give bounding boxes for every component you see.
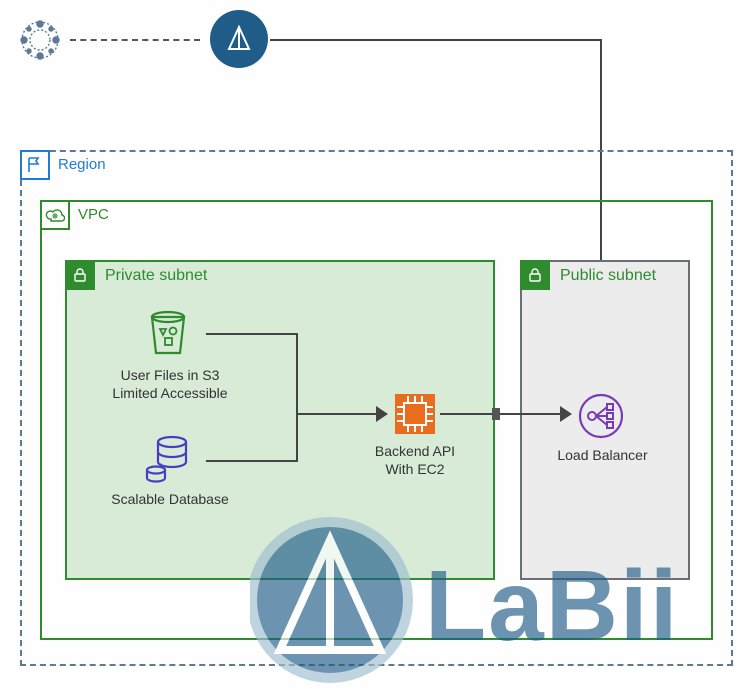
arrow-to-ec2 xyxy=(376,406,388,422)
ec2-label-line2: With EC2 xyxy=(360,460,470,478)
conn-ec2-lb xyxy=(440,413,560,415)
conn-join-v xyxy=(296,333,298,462)
connector-dash xyxy=(70,39,200,41)
conn-to-ec2 xyxy=(296,413,376,415)
s3-label-line1: User Files in S3 xyxy=(100,366,240,384)
private-subnet-label: Private subnet xyxy=(105,267,207,285)
connector-top-h xyxy=(270,39,602,41)
s3-bucket-icon xyxy=(140,305,196,361)
network-icon xyxy=(18,18,62,67)
ec2-node xyxy=(393,392,437,441)
ec2-label: Backend API With EC2 xyxy=(360,442,470,478)
public-subnet-label: Public subnet xyxy=(560,267,656,285)
region-label: Region xyxy=(58,156,106,173)
db-node xyxy=(140,430,196,491)
lb-label: Load Balancer xyxy=(550,446,655,464)
database-icon xyxy=(140,430,196,486)
s3-label: User Files in S3 Limited Accessible xyxy=(100,366,240,402)
public-lock-icon xyxy=(520,260,550,290)
private-lock-icon xyxy=(65,260,95,290)
lb-node xyxy=(577,392,625,445)
region-flag-icon xyxy=(20,150,50,180)
db-label: Scalable Database xyxy=(100,490,240,508)
s3-node xyxy=(140,305,196,366)
ec2-label-line1: Backend API xyxy=(360,442,470,460)
subnet-border-pass xyxy=(492,408,500,420)
vpc-label: VPC xyxy=(78,206,109,223)
route-circle-icon xyxy=(210,10,268,68)
ec2-icon xyxy=(393,392,437,436)
conn-s3-h xyxy=(206,333,296,335)
arrow-ec2-lb xyxy=(560,406,572,422)
vpc-cloud-icon xyxy=(40,200,70,230)
conn-db-h xyxy=(206,460,296,462)
load-balancer-icon xyxy=(577,392,625,440)
s3-label-line2: Limited Accessible xyxy=(100,384,240,402)
